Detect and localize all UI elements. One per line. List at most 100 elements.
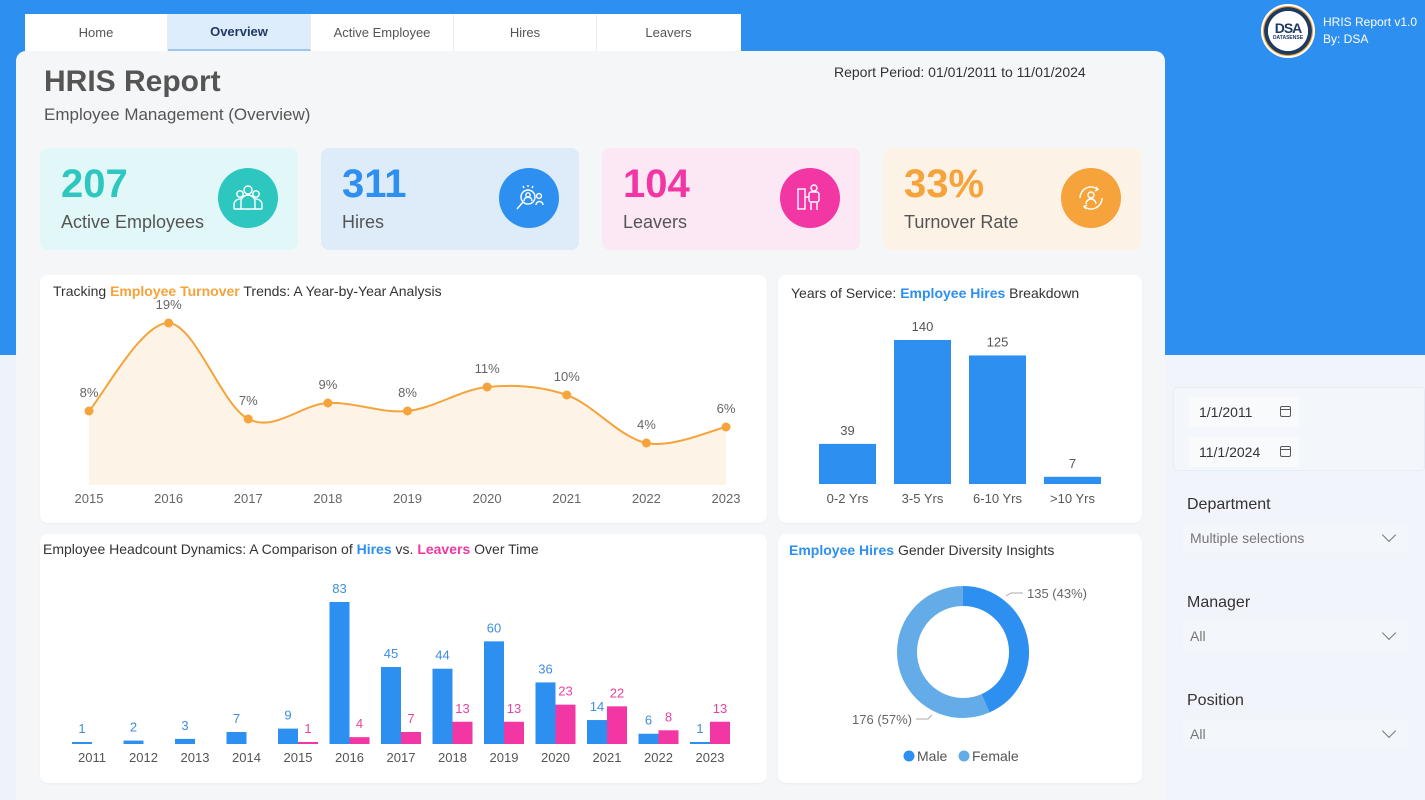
tab-leavers[interactable]: Leavers: [645, 25, 692, 40]
tab-overview[interactable]: Overview: [168, 14, 311, 51]
start-date-input[interactable]: 1/1/2011: [1189, 397, 1299, 427]
hires-bar: [278, 728, 298, 744]
chevron-down-icon: [1381, 723, 1397, 739]
leavers-bar: [452, 721, 473, 744]
chevron-down-icon: [1381, 527, 1397, 543]
turnover-point: [562, 390, 572, 400]
turnover-data-label: 9%: [318, 377, 337, 392]
position-label: Position: [1187, 692, 1244, 709]
x-tick-label: 2011: [78, 750, 106, 765]
calendar-icon[interactable]: [1280, 406, 1291, 417]
logo-text: DSA: [1274, 19, 1303, 36]
department-value: Multiple selections: [1190, 530, 1305, 546]
end-date-input[interactable]: 11/1/2024: [1189, 437, 1299, 467]
hires-bar: [226, 732, 247, 744]
main-panel: HRIS Report Employee Management (Overvie…: [16, 51, 1165, 800]
turnover-data-label: 7%: [239, 393, 258, 408]
department-label: Department: [1187, 496, 1271, 513]
kpi-value: 104: [623, 162, 690, 206]
hires-data-label: 1: [696, 721, 703, 736]
turnover-point: [403, 406, 412, 416]
hires-data-label: 6: [645, 713, 652, 728]
turnover-data-label: 4%: [637, 417, 656, 432]
leavers-data-label: 13: [713, 701, 727, 716]
nav-tabs: Home Overview Active Employee Hires Leav…: [25, 14, 741, 51]
brand-text: HRIS Report v1.0 By: DSA: [1323, 14, 1417, 48]
tab-hires[interactable]: Hires: [454, 14, 597, 51]
leavers-bar: [401, 732, 421, 744]
service-chart-title: Years of Service: Employee Hires Breakdo…: [791, 285, 1080, 301]
male-data-label: 135 (43%): [1027, 586, 1087, 601]
hires-leavers-bar-chart: 1201122012320137201491201583420164572017…: [72, 581, 730, 765]
leavers-data-label: 13: [507, 701, 521, 716]
turnover-line: [88, 321, 727, 445]
x-tick-label: 2015: [284, 750, 313, 765]
brand: DSA DATASENSE HRIS Report v1.0 By: DSA: [1261, 4, 1417, 58]
legend-marker-female: [958, 750, 970, 762]
leavers-bar: [658, 730, 679, 744]
x-tick-label: 2018: [438, 750, 467, 765]
leavers-bar: [555, 704, 576, 744]
x-tick-label: 2020: [541, 750, 570, 765]
tab-home[interactable]: Home: [25, 14, 168, 51]
department-dropdown[interactable]: Multiple selections: [1183, 523, 1408, 553]
hires-data-label: 7: [233, 711, 240, 726]
service-bar: [894, 340, 951, 484]
turnover-data-label: 8%: [80, 385, 99, 400]
legend-marker-male: [903, 750, 915, 762]
leavers-bar: [298, 742, 318, 744]
years-of-service-card: Years of Service: Employee Hires Breakdo…: [778, 275, 1142, 523]
leavers-bar: [349, 737, 370, 744]
hires-bar: [381, 667, 401, 744]
turnover-chart-title: Tracking Employee Turnover Trends: A Yea…: [53, 283, 442, 299]
x-tick-label: 3-5 Yrs: [902, 491, 944, 506]
gender-chart-title: Employee Hires Gender Diversity Insights: [789, 542, 1055, 558]
x-tick-label: 2022: [632, 491, 661, 506]
turnover-area: [89, 322, 726, 485]
hires-bar: [690, 742, 710, 744]
logo-subtext: DATASENSE: [1272, 34, 1304, 41]
service-bar: [1044, 476, 1101, 484]
leavers-bar: [607, 706, 627, 744]
start-date-value: 1/1/2011: [1199, 404, 1253, 420]
hires-bar: [638, 733, 659, 744]
leavers-data-label: 1: [304, 721, 311, 736]
calendar-icon[interactable]: [1280, 446, 1291, 457]
x-tick-label: 2015: [75, 491, 104, 506]
turnover-data-label: 11%: [475, 361, 500, 376]
position-value: All: [1190, 726, 1206, 742]
date-range-slicer: 1/1/2011 11/1/2024: [1173, 387, 1425, 471]
tab-active-employee[interactable]: Active Employee: [311, 14, 454, 51]
leavers-bar: [504, 721, 524, 744]
service-data-label: 125: [987, 334, 1009, 349]
turnover-cycle-icon: [1061, 168, 1121, 228]
gender-diversity-card: Employee Hires Gender Diversity Insights…: [778, 534, 1142, 783]
turnover-trend-card: Tracking Employee Turnover Trends: A Yea…: [40, 275, 767, 523]
turnover-point: [641, 438, 651, 448]
hires-data-label: 83: [332, 581, 346, 596]
turnover-data-label: 6%: [717, 401, 736, 416]
x-tick-label: 2013: [181, 750, 210, 765]
hires-bar: [123, 740, 144, 744]
turnover-point: [164, 318, 174, 328]
turnover-point: [323, 398, 333, 408]
kpi-value: 207: [61, 162, 128, 206]
turnover-data-label: 10%: [554, 369, 580, 384]
x-tick-label: 2017: [387, 750, 416, 765]
hires-bar: [329, 602, 350, 744]
kpi-label: Turnover Rate: [904, 212, 1019, 232]
service-bar-chart: 39 0-2 Yrs 140 3-5 Yrs 125 6-10 Yrs 7 >10 Yrs: [819, 319, 1101, 506]
team-icon: [218, 168, 278, 228]
leavers-data-label: 13: [455, 701, 469, 716]
hires-bar: [432, 668, 453, 744]
manager-dropdown[interactable]: All: [1183, 621, 1408, 651]
hires-data-label: 36: [538, 661, 552, 676]
kpi-card-turnover-rate: 33% Turnover Rate: [883, 148, 1141, 250]
end-date-value: 11/1/2024: [1199, 444, 1261, 460]
service-bar: [819, 443, 876, 484]
kpi-value: 311: [342, 162, 407, 206]
x-tick-label: 0-2 Yrs: [827, 491, 869, 506]
position-dropdown[interactable]: All: [1183, 719, 1408, 749]
x-tick-label: 2020: [473, 491, 502, 506]
hires-data-label: 14: [590, 699, 604, 714]
